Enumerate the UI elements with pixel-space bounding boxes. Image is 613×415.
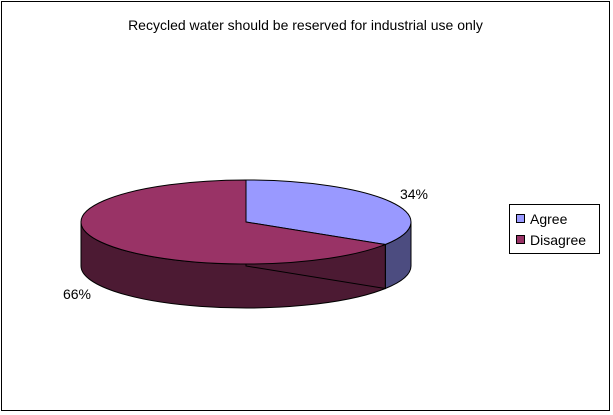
slice-label-disagree: 66% xyxy=(63,286,91,302)
legend-swatch-agree xyxy=(516,214,525,223)
legend-swatch-disagree xyxy=(516,235,525,244)
legend-item-agree: Agree xyxy=(516,208,599,229)
legend-label-agree: Agree xyxy=(530,210,568,227)
chart-title: Recycled water should be reserved for in… xyxy=(128,17,483,33)
pie-slice-disagree xyxy=(80,179,388,265)
legend-item-disagree: Disagree xyxy=(516,229,599,250)
slice-label-agree: 34% xyxy=(400,186,428,202)
legend: Agree Disagree xyxy=(509,204,600,254)
legend-label-disagree: Disagree xyxy=(530,231,587,248)
